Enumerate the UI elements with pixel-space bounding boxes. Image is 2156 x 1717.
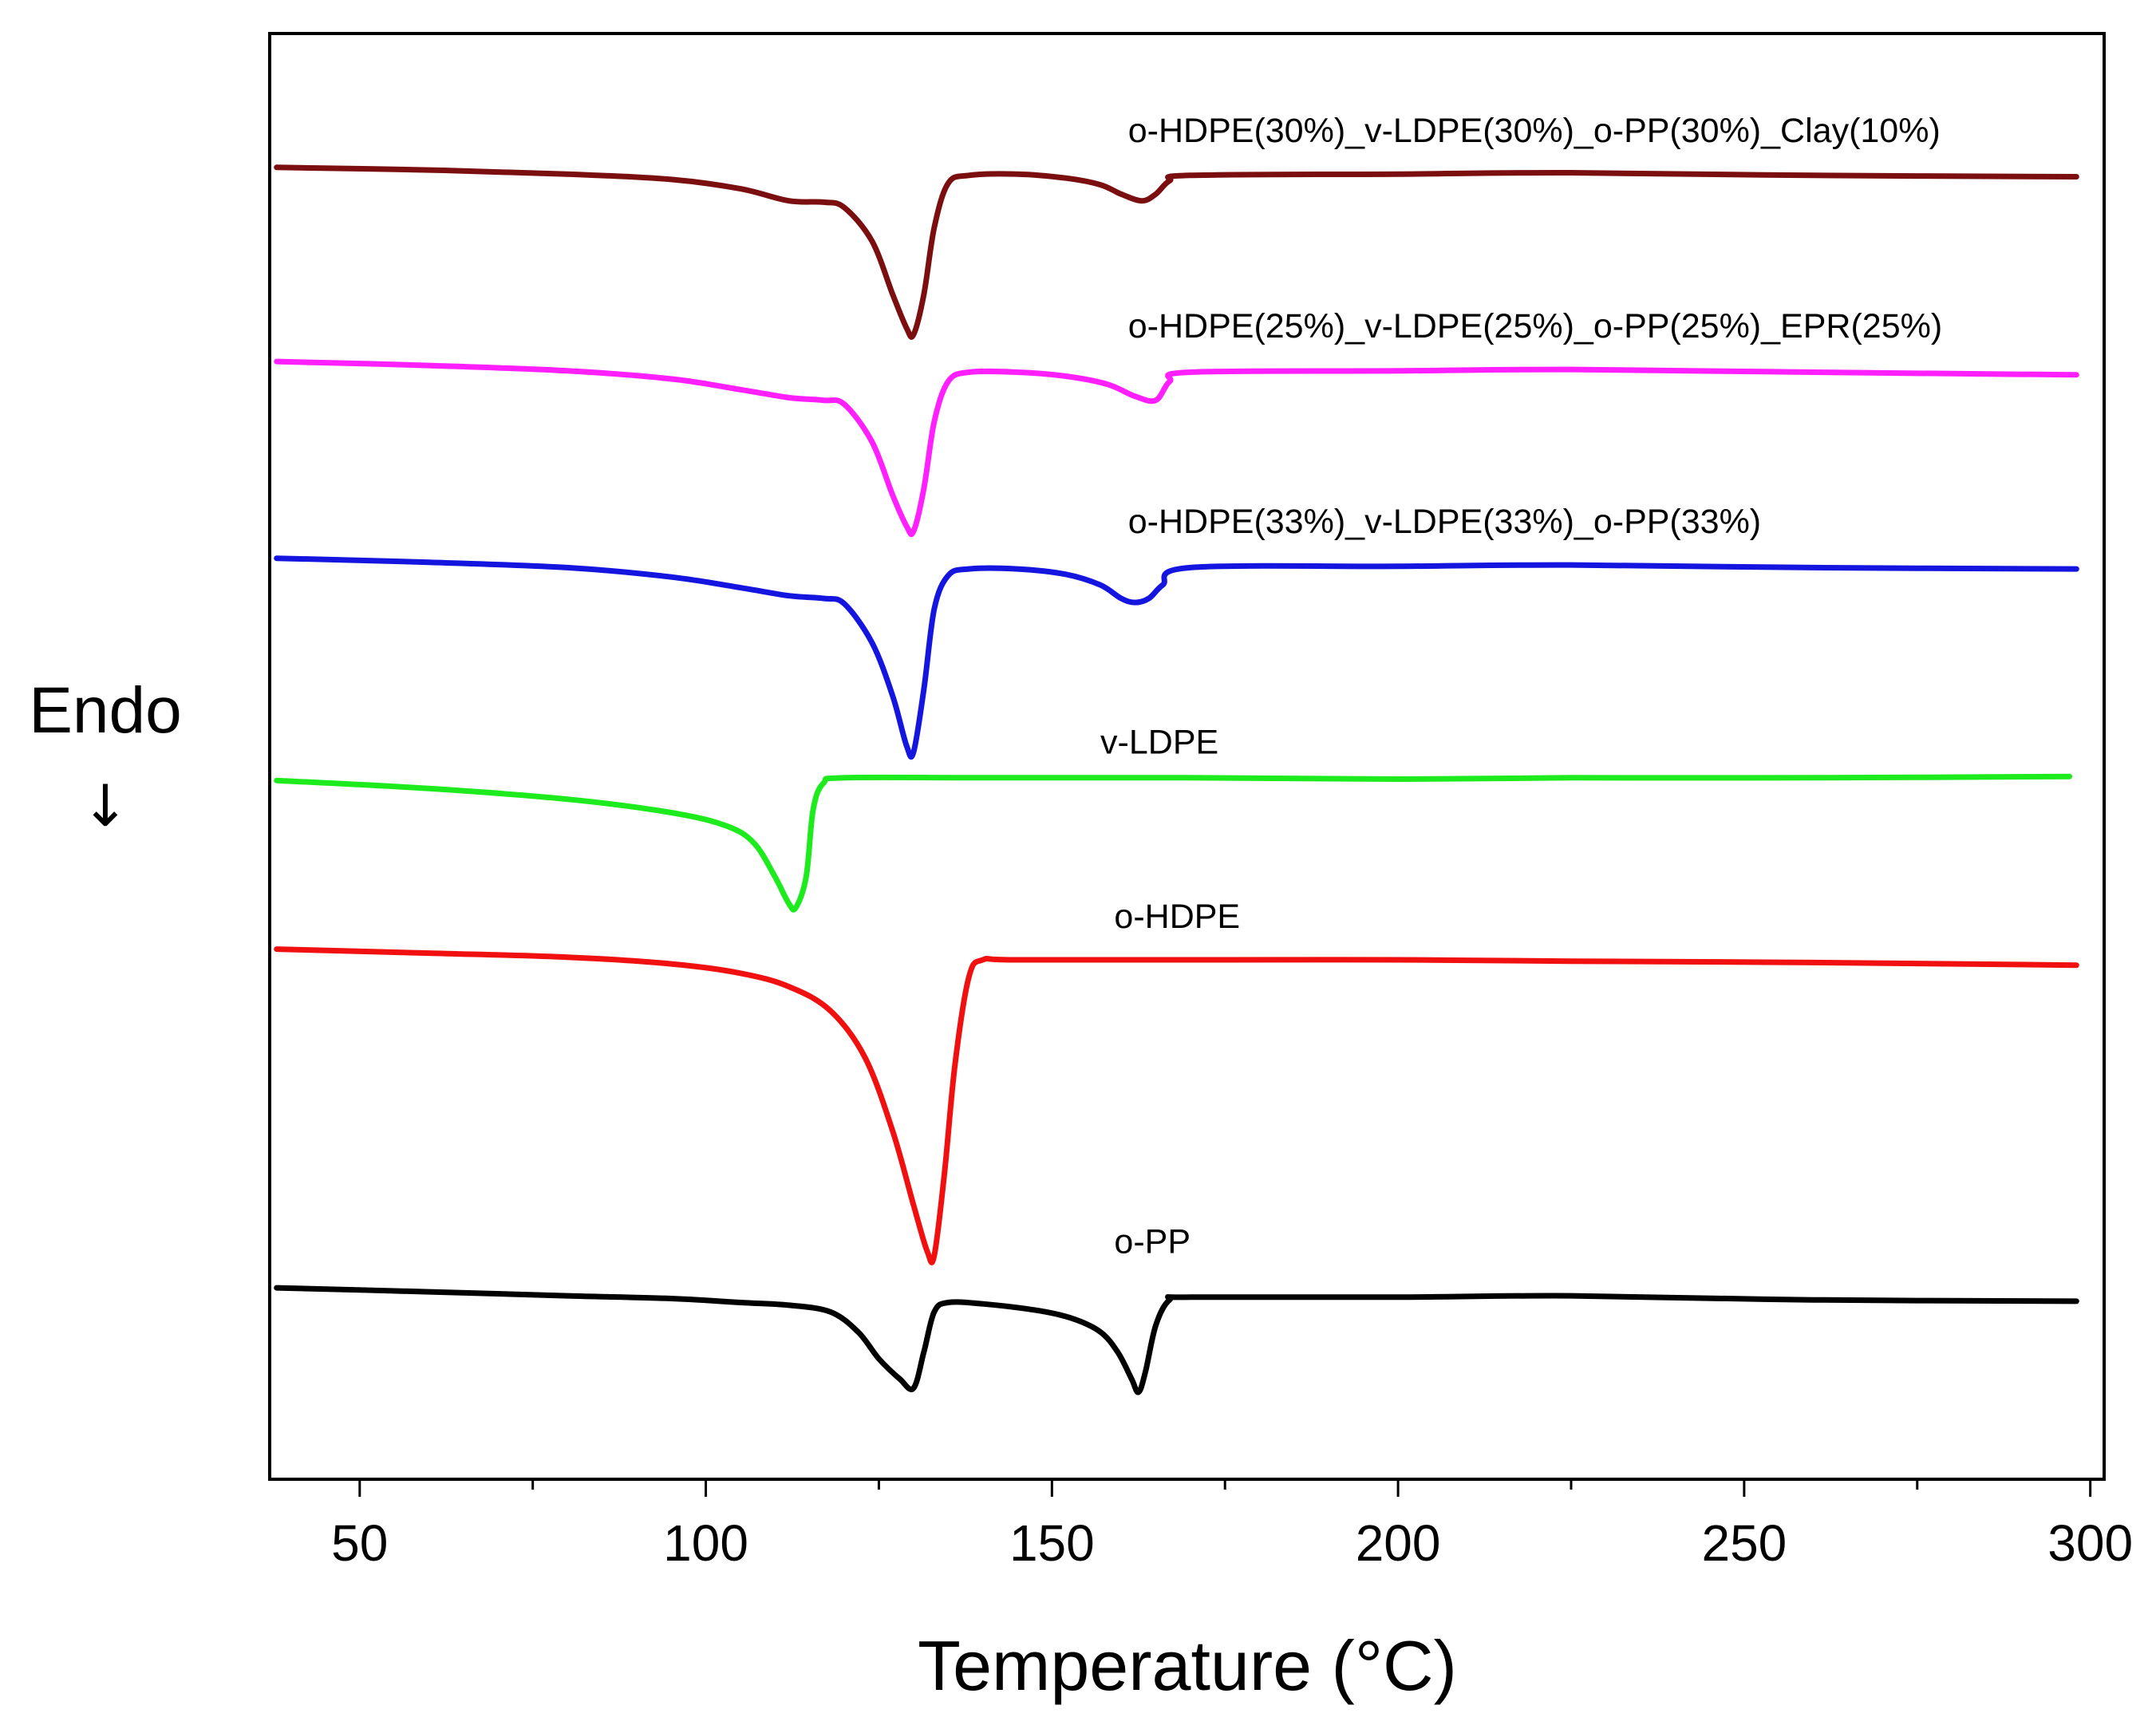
x-tick-label: 100	[663, 1514, 748, 1572]
endo-direction-arrow: ↓	[81, 772, 129, 839]
x-axis-title: Temperature (°C)	[918, 1626, 1457, 1705]
x-axis-tick-labels: 50 100 150 200 250 300	[331, 1514, 2133, 1572]
x-tick-label: 200	[1356, 1514, 1441, 1572]
series-line-3	[274, 773, 2073, 913]
series-label-3: v-LDPE	[1100, 724, 1218, 762]
series-line-0	[274, 164, 2079, 340]
x-axis-ticks	[358, 1479, 2092, 1497]
series-line-4	[274, 946, 2079, 1265]
x-tick-label: 300	[2047, 1514, 2133, 1572]
x-tick-label: 250	[1701, 1514, 1787, 1572]
y-axis-title: Endo	[29, 674, 182, 747]
series-line-5	[274, 1285, 2079, 1395]
series-labels: o-HDPE(30%)_v-LDPE(30%)_o-PP(30%)_Clay(1…	[1100, 112, 1942, 1261]
series-label-0: o-HDPE(30%)_v-LDPE(30%)_o-PP(30%)_Clay(1…	[1128, 112, 1941, 150]
x-tick-label: 150	[1009, 1514, 1095, 1572]
series-line-1	[274, 358, 2079, 537]
x-tick-label: 50	[331, 1514, 388, 1572]
series-label-2: o-HDPE(33%)_v-LDPE(33%)_o-PP(33%)	[1128, 503, 1761, 541]
series-line-2	[274, 555, 2079, 760]
series-label-4: o-HDPE	[1114, 898, 1240, 936]
series-label-5: o-PP	[1114, 1222, 1191, 1261]
plot-frame	[268, 32, 2106, 1481]
curves	[274, 164, 2079, 1395]
series-label-1: o-HDPE(25%)_v-LDPE(25%)_o-PP(25%)_EPR(25…	[1128, 307, 1942, 345]
